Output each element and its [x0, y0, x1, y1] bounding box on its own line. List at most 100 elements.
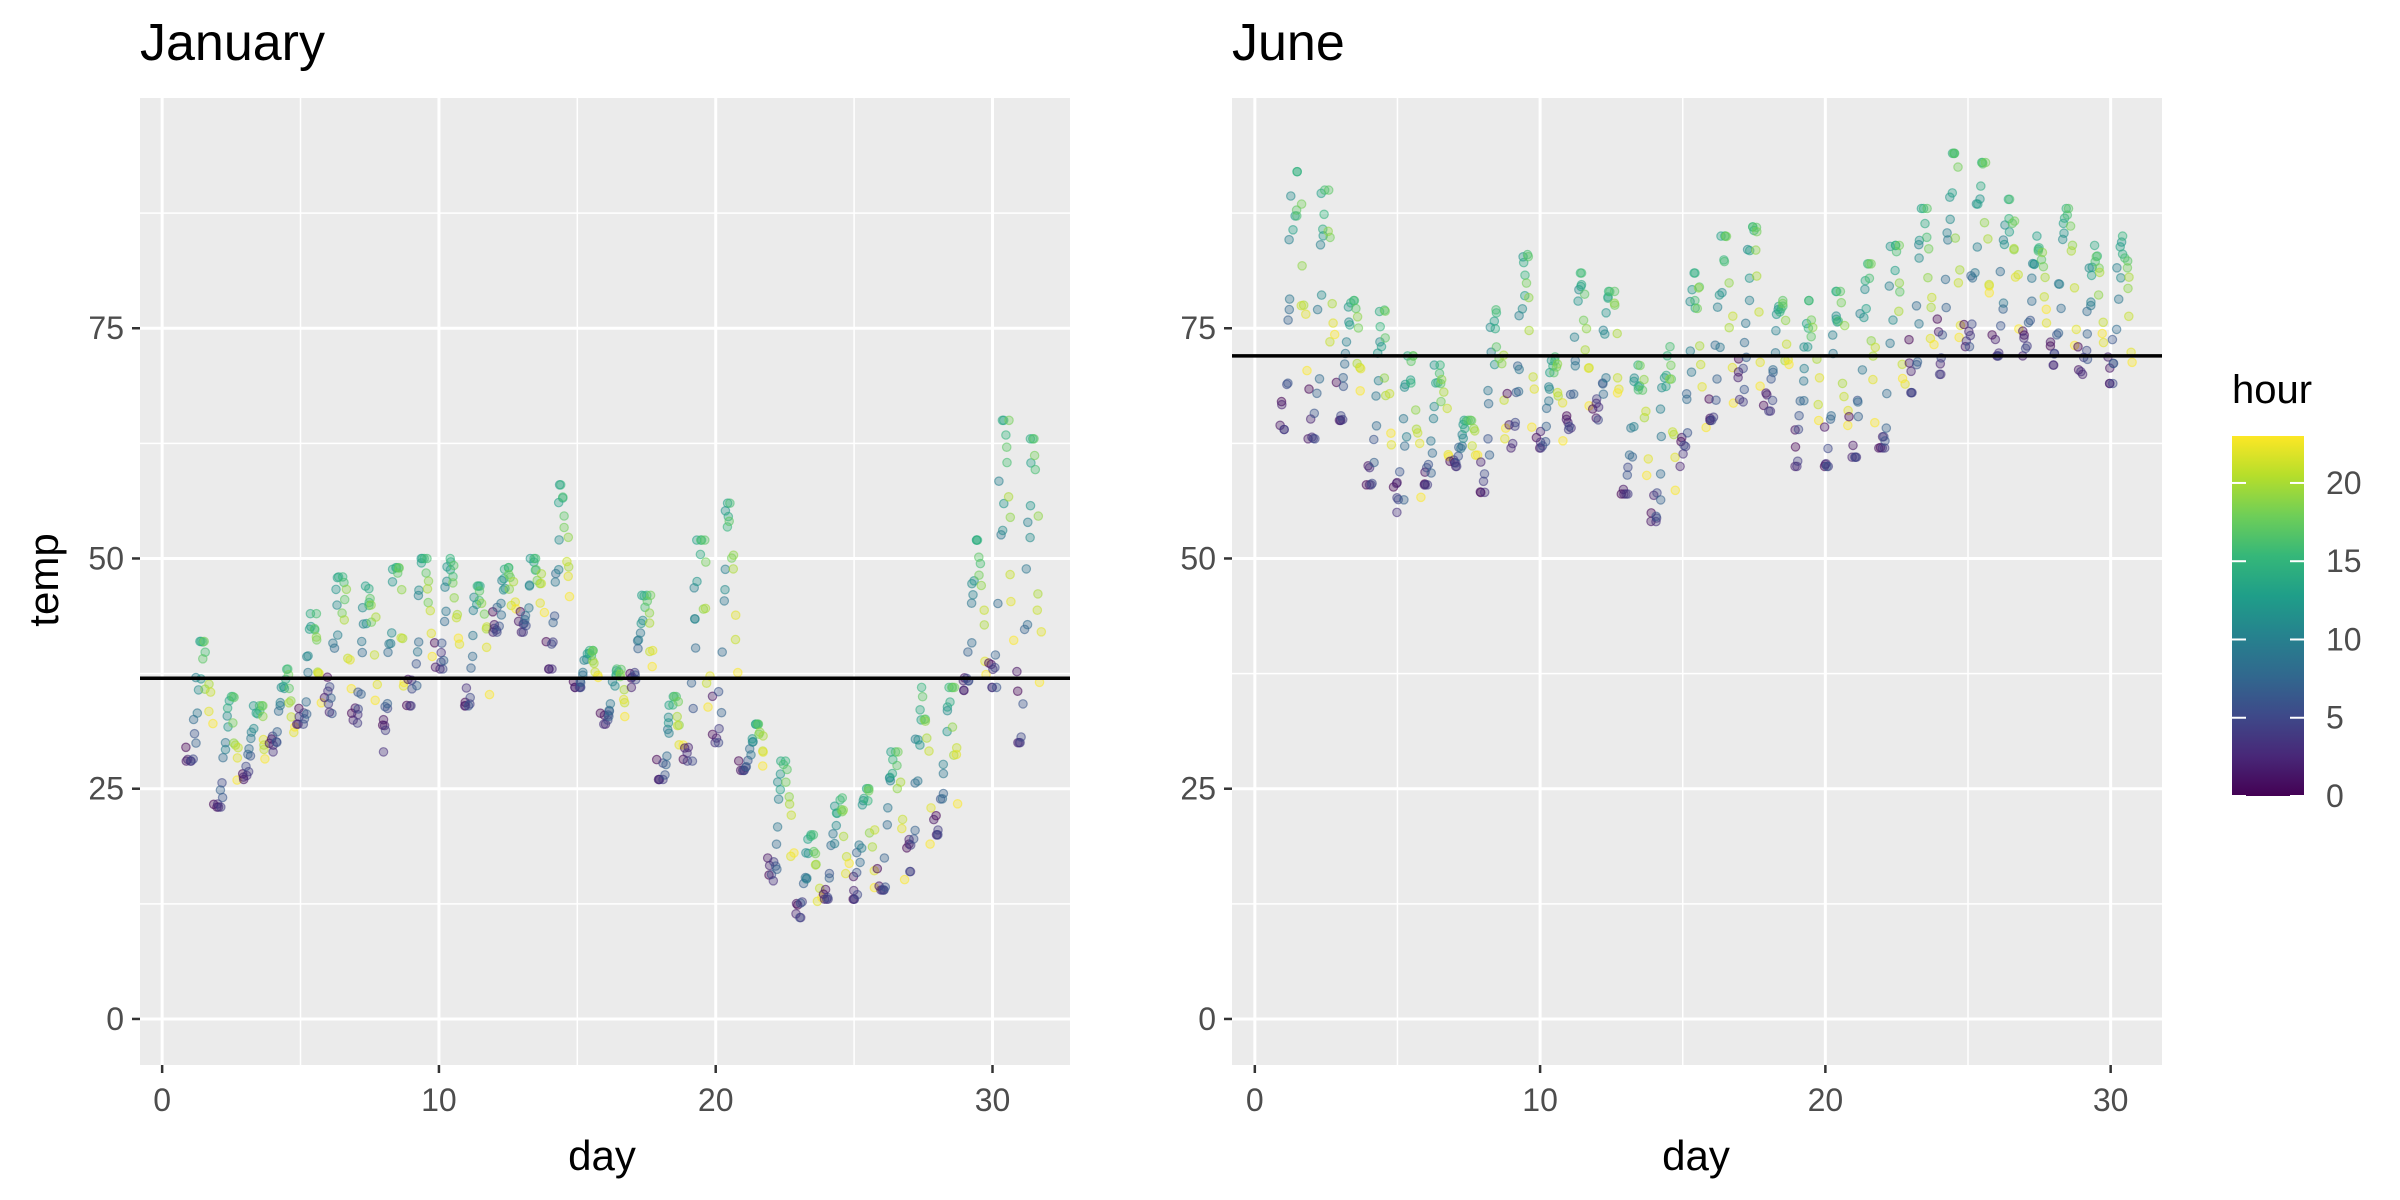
- data-point: [1870, 342, 1881, 353]
- data-point: [1463, 415, 1473, 426]
- legend-title: hour: [2232, 368, 2312, 412]
- x-tick-label: 30: [975, 1082, 1011, 1118]
- data-point: [1827, 330, 1838, 340]
- data-point: [1990, 334, 2001, 345]
- data-point: [688, 703, 698, 714]
- data-point: [1733, 372, 1743, 383]
- data-point: [548, 617, 558, 628]
- data-point: [448, 560, 459, 571]
- data-point: [1296, 300, 1307, 311]
- data-point: [1712, 302, 1723, 312]
- data-point: [1655, 404, 1666, 414]
- data-point: [687, 756, 698, 766]
- data-point: [383, 647, 393, 658]
- data-point: [1558, 435, 1568, 446]
- data-point: [1697, 381, 1707, 392]
- data-point: [1715, 342, 1725, 353]
- data-point: [1541, 421, 1552, 432]
- data-point: [356, 689, 366, 699]
- data-point: [976, 580, 987, 591]
- data-point: [1641, 470, 1652, 481]
- data-point: [924, 746, 934, 756]
- data-point: [714, 723, 724, 734]
- data-point: [1751, 271, 1762, 281]
- y-tick-label: 0: [1198, 1001, 1216, 1037]
- data-point: [2089, 240, 2100, 251]
- data-point: [2036, 254, 2047, 265]
- data-point: [1685, 346, 1696, 356]
- data-point: [1656, 431, 1667, 442]
- data-point: [496, 598, 506, 609]
- data-point: [990, 662, 1000, 673]
- data-point: [2112, 262, 2122, 273]
- data-point: [449, 592, 459, 603]
- data-point: [436, 647, 446, 658]
- data-point: [564, 591, 575, 602]
- data-point: [1624, 450, 1635, 460]
- data-point: [1349, 295, 1360, 306]
- data-point: [414, 585, 424, 595]
- colorbar-tick-label: 0: [2326, 778, 2344, 814]
- data-point: [882, 802, 893, 813]
- data-point: [1844, 411, 1854, 422]
- data-point: [1850, 452, 1861, 462]
- data-point: [268, 747, 278, 757]
- data-point: [1517, 303, 1528, 314]
- data-point: [1552, 387, 1563, 398]
- scatter-points: [181, 415, 1047, 923]
- data-point: [933, 825, 943, 835]
- data-point: [439, 616, 450, 627]
- data-point: [1694, 341, 1705, 351]
- data-point: [474, 586, 485, 596]
- data-point: [1639, 374, 1649, 385]
- data-point: [753, 719, 764, 729]
- data-point: [337, 572, 348, 582]
- y-tick-label: 25: [1180, 771, 1216, 807]
- data-point: [2023, 317, 2034, 328]
- data-point: [341, 584, 352, 595]
- data-point: [536, 568, 547, 579]
- data-point: [1467, 441, 1477, 451]
- data-point: [2117, 231, 2128, 241]
- data-point: [1813, 399, 1823, 410]
- data-point: [436, 638, 447, 648]
- data-point: [1544, 384, 1555, 394]
- data-point: [1016, 732, 1026, 742]
- data-point: [1799, 395, 1809, 406]
- data-point: [917, 691, 928, 702]
- data-point: [1436, 374, 1447, 385]
- data-point: [952, 798, 963, 809]
- data-point: [626, 682, 637, 693]
- data-point: [1310, 433, 1320, 444]
- data-point: [1021, 564, 1032, 574]
- data-point: [1384, 388, 1395, 399]
- data-point: [1312, 304, 1323, 315]
- data-point: [1529, 384, 1540, 394]
- data-point: [406, 700, 416, 711]
- data-point: [258, 700, 268, 711]
- data-point: [1799, 363, 1809, 374]
- data-point: [1804, 295, 1814, 306]
- data-point: [1439, 387, 1449, 397]
- data-point: [1001, 442, 1012, 452]
- panel-title-january: January: [140, 14, 325, 72]
- data-point: [1666, 360, 1676, 371]
- data-point: [2124, 311, 2134, 322]
- data-point: [1005, 569, 1015, 580]
- panel-june: June day 0 10 20 30 0 25 50 75: [1180, 14, 2162, 1179]
- data-point: [925, 839, 935, 849]
- data-point: [293, 719, 303, 729]
- data-point: [1391, 478, 1402, 489]
- data-point: [1291, 205, 1302, 215]
- data-point: [1327, 298, 1337, 309]
- data-point: [2123, 283, 2133, 294]
- data-point: [1738, 363, 1748, 374]
- data-point: [673, 696, 684, 707]
- data-point: [437, 664, 448, 674]
- data-point: [311, 635, 322, 645]
- data-point: [1591, 394, 1602, 404]
- data-point: [1312, 388, 1322, 399]
- data-point: [554, 535, 564, 545]
- data-point: [1428, 413, 1439, 424]
- data-point: [215, 785, 226, 795]
